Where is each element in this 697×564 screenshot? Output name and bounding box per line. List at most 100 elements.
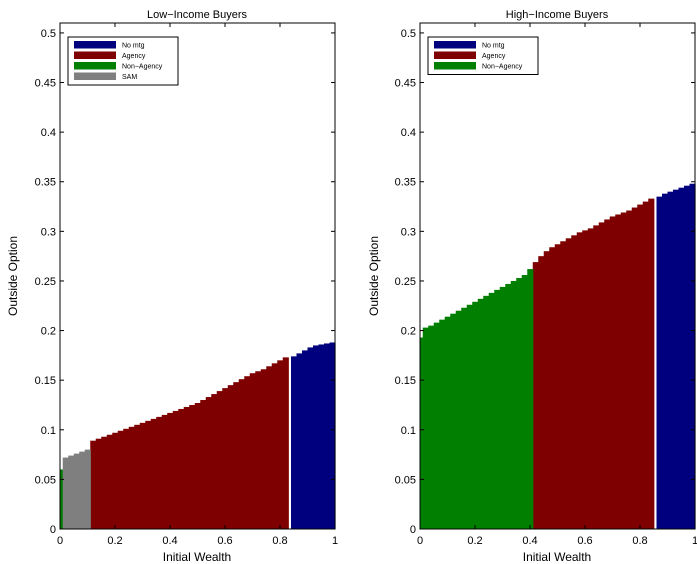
x-tick-label: 1 <box>332 535 338 547</box>
y-tick-label: 0.25 <box>35 276 56 288</box>
bar <box>222 388 229 529</box>
x-tick-label: 0.6 <box>217 535 232 547</box>
y-tick-label: 0.4 <box>41 127 56 139</box>
legend-swatch <box>434 51 476 59</box>
y-tick-label: 0.3 <box>41 226 56 238</box>
bar <box>260 369 267 529</box>
ticks-group: 0 0.2 0.4 0.6 0.8 1 0 0.05 0.1 0.15 0.2 0.25 0.3 0.35… <box>395 23 697 547</box>
bar <box>684 185 691 529</box>
bar <box>244 376 251 529</box>
bar <box>233 382 240 529</box>
y-tick-label: 0.1 <box>41 425 56 437</box>
bar <box>444 316 451 529</box>
bar <box>543 251 550 529</box>
bar <box>428 325 435 529</box>
bar <box>216 391 223 529</box>
bar <box>178 408 185 529</box>
x-tick-label: 0.2 <box>467 535 482 547</box>
bar <box>488 292 495 529</box>
bar <box>466 304 473 529</box>
legend-label: Agency <box>122 53 146 60</box>
x-tick-label: 0.8 <box>272 535 287 547</box>
bar <box>145 420 152 529</box>
bar <box>678 187 685 529</box>
y-axis-label: Outside Option <box>367 236 381 316</box>
bar <box>84 449 91 529</box>
bar <box>161 414 168 529</box>
bar <box>307 347 314 529</box>
bar <box>637 204 644 529</box>
bar <box>615 214 622 530</box>
bar <box>73 453 80 529</box>
x-axis-label: Initial Wealth <box>163 550 231 564</box>
x-tick-label: 0.4 <box>522 535 537 547</box>
y-tick-label: 0.2 <box>41 326 56 338</box>
bar <box>271 363 278 529</box>
bar <box>291 356 298 529</box>
bar <box>172 410 179 529</box>
bar <box>227 385 234 529</box>
bar <box>90 440 97 529</box>
bar <box>656 196 663 529</box>
y-tick-label: 0.2 <box>401 326 416 338</box>
y-tick-label: 0.5 <box>41 28 56 40</box>
y-tick-label: 0.4 <box>401 127 416 139</box>
bar <box>211 394 218 529</box>
bar <box>532 262 539 529</box>
bar <box>439 319 446 529</box>
bar <box>106 434 113 529</box>
bar <box>156 416 163 529</box>
bar <box>538 256 545 529</box>
bar <box>499 286 506 529</box>
y-tick-label: 0.5 <box>401 28 416 40</box>
bar <box>527 269 534 529</box>
y-tick-label: 0.15 <box>35 375 56 387</box>
bar <box>565 238 572 530</box>
plot-frame <box>419 22 696 530</box>
bar <box>134 424 141 529</box>
chart-title: Low−Income Buyers <box>147 9 247 21</box>
legend-label: No mtg <box>482 43 505 50</box>
y-tick-label: 0.1 <box>401 425 416 437</box>
bar <box>313 345 320 529</box>
bar <box>582 230 589 530</box>
bar <box>422 327 429 529</box>
bar <box>571 235 578 529</box>
bar <box>560 241 567 529</box>
bar <box>505 283 512 529</box>
x-tick-label: 0 <box>57 535 63 547</box>
x-tick-label: 0 <box>417 535 423 547</box>
bar <box>494 289 501 529</box>
x-tick-label: 0.6 <box>577 535 592 547</box>
y-tick-label: 0.35 <box>395 177 416 189</box>
bar <box>642 201 649 529</box>
bar <box>302 350 309 529</box>
y-tick-label: 0.45 <box>395 78 416 90</box>
legend-swatch <box>74 72 116 80</box>
bar <box>510 280 517 529</box>
bar <box>648 198 655 530</box>
x-tick-label: 0.2 <box>107 535 122 547</box>
x-axis-label: Initial Wealth <box>523 550 591 564</box>
bar <box>324 343 331 529</box>
legend: No mtg Agency Non−Agency SAM <box>67 36 179 86</box>
y-tick-label: 0 <box>410 524 416 536</box>
bar <box>472 301 479 529</box>
bar <box>128 426 135 529</box>
bar <box>139 422 146 529</box>
legend: No mtg Agency Non−Agency <box>427 36 539 75</box>
bar <box>101 436 108 529</box>
y-tick-label: 0 <box>50 524 56 536</box>
bar <box>593 225 600 529</box>
bar <box>318 344 325 529</box>
bar <box>266 366 273 529</box>
bar <box>620 212 627 529</box>
y-tick-label: 0.05 <box>35 474 56 486</box>
bar <box>238 379 245 529</box>
bar <box>662 193 669 529</box>
bars-group <box>420 183 696 530</box>
bar <box>576 232 583 529</box>
bar <box>296 353 303 529</box>
bar <box>123 428 130 529</box>
